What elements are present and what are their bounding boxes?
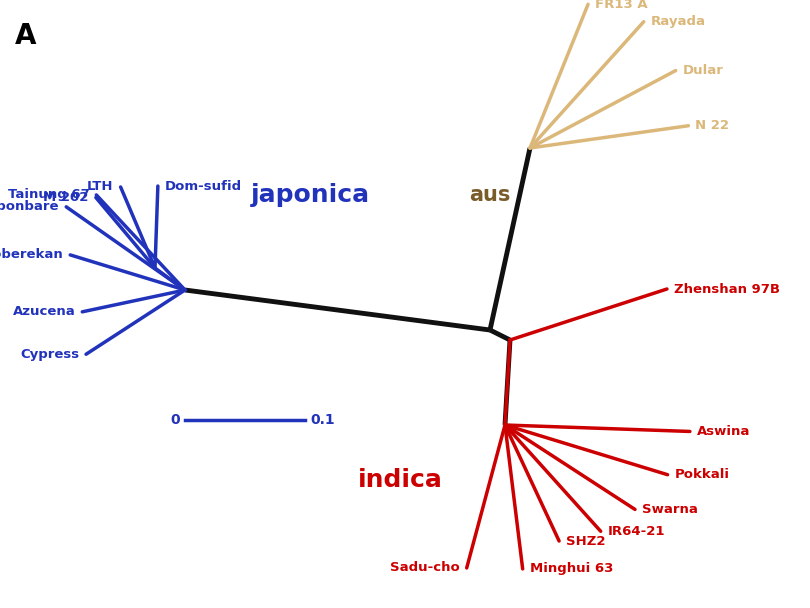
Text: Rayada: Rayada [650,15,706,28]
Text: Dular: Dular [683,64,723,77]
Text: Moroberekan: Moroberekan [0,249,63,261]
Text: Zhenshan 97B: Zhenshan 97B [674,283,780,295]
Text: indica: indica [357,468,442,492]
Text: SHZ2: SHZ2 [566,534,606,548]
Text: Aswina: Aswina [697,425,750,438]
Text: M 202: M 202 [44,191,89,204]
Text: N 22: N 22 [696,119,730,132]
Text: Cypress: Cypress [20,348,79,361]
Text: 0: 0 [170,413,180,427]
Text: Azucena: Azucena [12,305,75,319]
Text: A: A [15,22,36,50]
Text: Nipponbare: Nipponbare [0,200,59,213]
Text: 0.1: 0.1 [310,413,335,427]
Text: LTH: LTH [87,181,113,193]
Text: FR13 A: FR13 A [595,0,648,11]
Text: Dom-sufid: Dom-sufid [165,179,242,193]
Text: Minghui 63: Minghui 63 [530,562,613,575]
Text: Tainung 67: Tainung 67 [7,188,89,201]
Text: IR64-21: IR64-21 [608,525,665,537]
Text: aus: aus [469,185,510,205]
Text: Swarna: Swarna [642,503,698,516]
Text: Sadu-cho: Sadu-cho [390,561,460,575]
Text: Pokkali: Pokkali [675,468,730,481]
Text: japonica: japonica [250,183,369,207]
